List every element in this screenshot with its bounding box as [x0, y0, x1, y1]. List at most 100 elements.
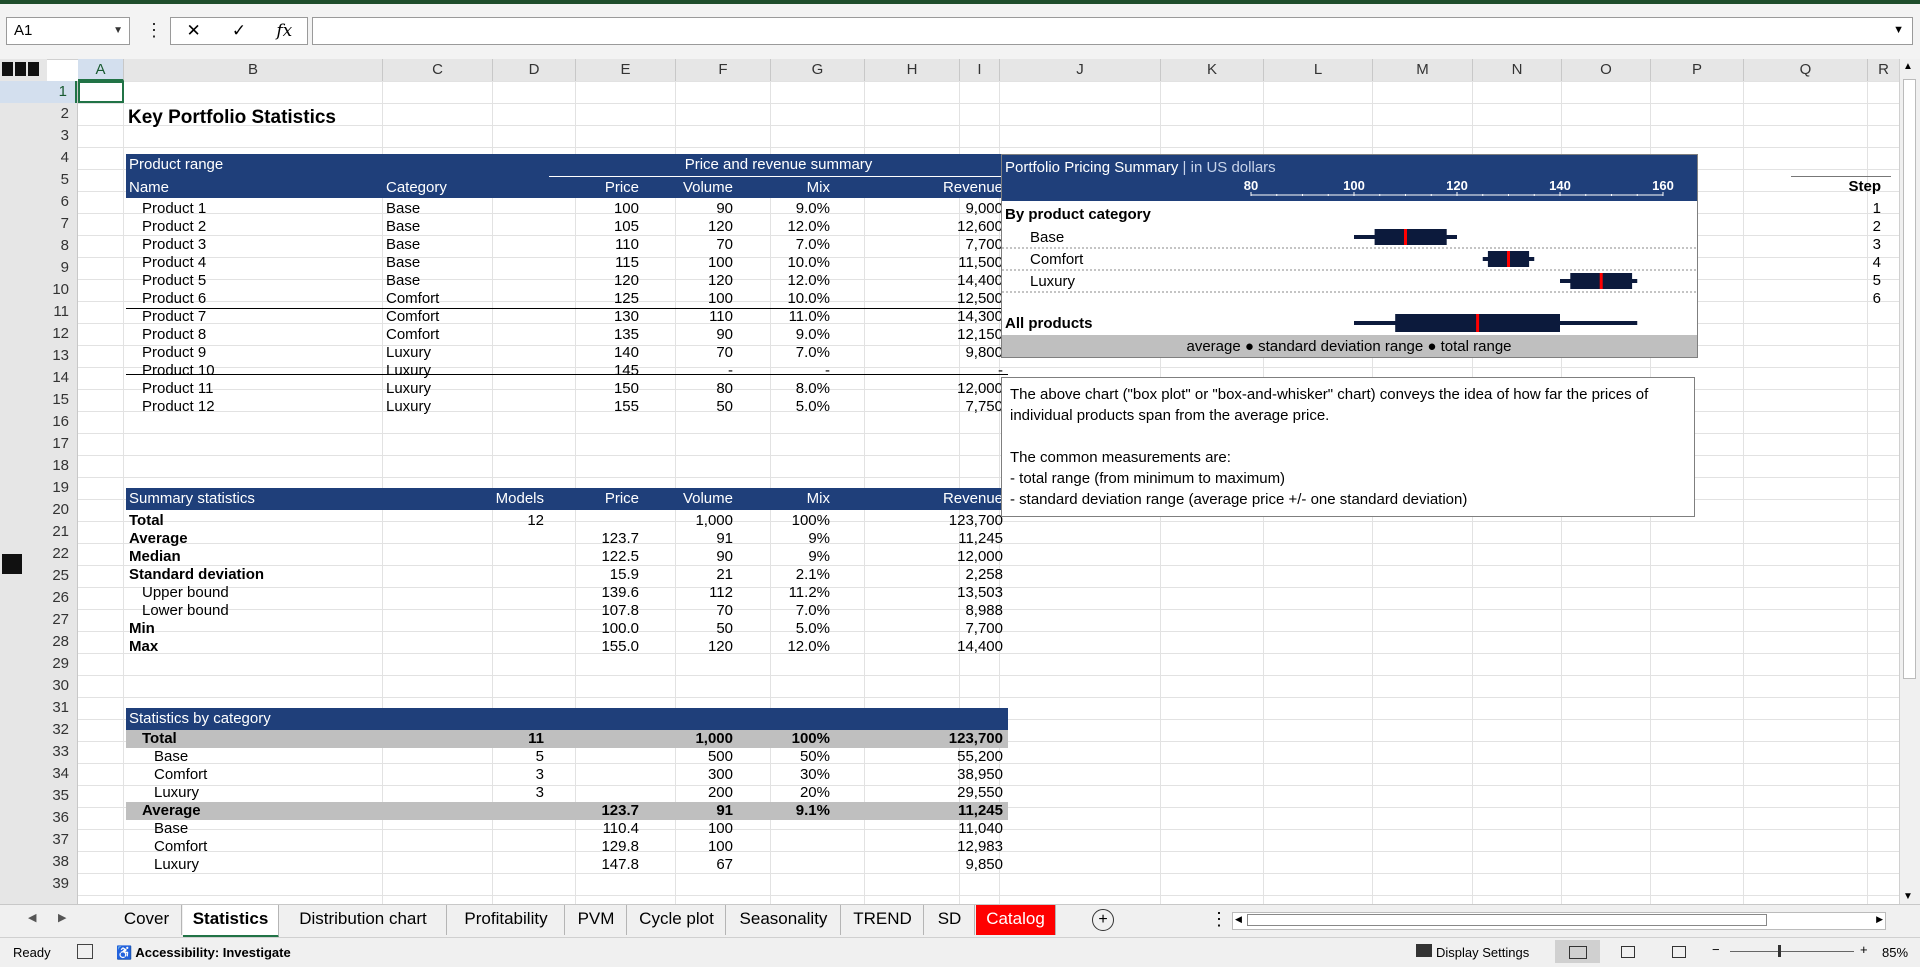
- enter-icon[interactable]: ✓: [231, 21, 247, 40]
- row-header-32[interactable]: 32: [52, 721, 69, 738]
- column-header-q[interactable]: Q: [1744, 59, 1868, 81]
- column-header-d[interactable]: D: [493, 59, 576, 81]
- scroll-right-icon[interactable]: ▶: [1876, 914, 1883, 924]
- page-layout-icon[interactable]: [1621, 946, 1635, 958]
- accessibility-status[interactable]: ♿ Accessibility: Investigate: [116, 945, 291, 961]
- zoom-slider[interactable]: [1730, 951, 1854, 952]
- active-cell[interactable]: [78, 81, 124, 103]
- row-header-31[interactable]: 31: [52, 699, 69, 716]
- tab-trend[interactable]: TREND: [842, 905, 924, 935]
- tab-seasonality[interactable]: Seasonality: [727, 905, 841, 935]
- row-header-22[interactable]: 22: [52, 545, 69, 562]
- horizontal-scrollbar[interactable]: ◀ ▶: [1232, 912, 1886, 930]
- row-header-34[interactable]: 34: [52, 765, 69, 782]
- row-header-17[interactable]: 17: [52, 435, 69, 452]
- formula-input[interactable]: ▼: [312, 17, 1913, 45]
- vertical-scroll-thumb[interactable]: [1903, 79, 1916, 679]
- add-sheet-icon[interactable]: +: [1092, 909, 1114, 931]
- horizontal-scroll-thumb[interactable]: [1247, 914, 1767, 926]
- row-header-39[interactable]: 39: [52, 875, 69, 892]
- row-header-1[interactable]: 1: [0, 81, 77, 103]
- row-header-33[interactable]: 33: [52, 743, 69, 760]
- row-header-15[interactable]: 15: [52, 391, 69, 408]
- row-header-14[interactable]: 14: [52, 369, 69, 386]
- scroll-up-icon[interactable]: ▲: [1903, 61, 1913, 72]
- tab-catalog[interactable]: Catalog: [976, 905, 1056, 935]
- next-sheet-icon[interactable]: ▶: [58, 912, 67, 924]
- tab-cycle-plot[interactable]: Cycle plot: [628, 905, 726, 935]
- column-header-f[interactable]: F: [676, 59, 771, 81]
- select-all-corner[interactable]: [0, 59, 47, 81]
- column-header-b[interactable]: B: [124, 59, 383, 81]
- more-options-icon[interactable]: ⋮: [145, 20, 163, 40]
- tab-profitability[interactable]: Profitability: [448, 905, 565, 935]
- zoom-level[interactable]: 85%: [1882, 945, 1909, 960]
- expand-formula-icon[interactable]: ▼: [1893, 24, 1904, 36]
- tab-statistics[interactable]: Statistics: [183, 905, 279, 938]
- row-header-6[interactable]: 6: [60, 193, 69, 210]
- row-header-10[interactable]: 10: [52, 281, 69, 298]
- cancel-icon[interactable]: ✕: [186, 21, 201, 40]
- row-header-19[interactable]: 19: [52, 479, 69, 496]
- row-header-35[interactable]: 35: [52, 787, 69, 804]
- row-header-7[interactable]: 7: [60, 215, 69, 232]
- display-settings-icon[interactable]: [1416, 944, 1432, 957]
- row-header-12[interactable]: 12: [52, 325, 69, 342]
- previous-sheet-icon[interactable]: ◀: [28, 912, 37, 924]
- row-header-29[interactable]: 29: [52, 655, 69, 672]
- scroll-down-icon[interactable]: ▼: [1903, 891, 1913, 902]
- tab-split-handle-icon[interactable]: ⋮: [1210, 909, 1228, 929]
- column-header-c[interactable]: C: [383, 59, 493, 81]
- box-plot-chart[interactable]: Portfolio Pricing Summary | in US dollar…: [1001, 154, 1698, 358]
- zoom-slider-thumb[interactable]: [1778, 945, 1781, 957]
- worksheet-grid[interactable]: Key Portfolio Statistics Product range P…: [78, 81, 1900, 904]
- row-header-20[interactable]: 20: [52, 501, 69, 518]
- row-header-9[interactable]: 9: [60, 259, 69, 276]
- tab-distribution-chart[interactable]: Distribution chart: [280, 905, 447, 935]
- row-header-28[interactable]: 28: [52, 633, 69, 650]
- column-header-m[interactable]: M: [1373, 59, 1473, 81]
- tab-cover[interactable]: Cover: [112, 905, 182, 935]
- column-header-o[interactable]: O: [1562, 59, 1651, 81]
- outline-level-icon[interactable]: [2, 62, 13, 76]
- scroll-left-icon[interactable]: ◀: [1235, 914, 1242, 924]
- row-header-25[interactable]: 25: [52, 567, 69, 584]
- macro-record-icon[interactable]: [77, 944, 93, 959]
- name-box[interactable]: A1 ▼: [6, 17, 130, 45]
- column-header-h[interactable]: H: [865, 59, 960, 81]
- row-header-2[interactable]: 2: [60, 105, 69, 122]
- column-header-l[interactable]: L: [1264, 59, 1373, 81]
- row-header-11[interactable]: 11: [53, 303, 69, 320]
- row-header-38[interactable]: 38: [52, 853, 69, 870]
- row-header-26[interactable]: 26: [52, 589, 69, 606]
- row-header-8[interactable]: 8: [60, 237, 69, 254]
- column-header-e[interactable]: E: [576, 59, 676, 81]
- row-header-36[interactable]: 36: [52, 809, 69, 826]
- insert-function-icon[interactable]: fx: [276, 21, 293, 41]
- zoom-in-icon[interactable]: +: [1860, 942, 1868, 957]
- row-header-37[interactable]: 37: [52, 831, 69, 848]
- row-header-5[interactable]: 5: [60, 171, 69, 188]
- explanation-textbox[interactable]: The above chart ("box plot" or "box-and-…: [1001, 377, 1695, 517]
- page-break-preview-icon[interactable]: [1672, 946, 1686, 958]
- group-collapse-icon[interactable]: [2, 554, 22, 574]
- column-header-p[interactable]: P: [1651, 59, 1744, 81]
- row-header-30[interactable]: 30: [52, 677, 69, 694]
- chevron-down-icon[interactable]: ▼: [113, 25, 123, 36]
- tab-sd[interactable]: SD: [925, 905, 975, 935]
- normal-view-button[interactable]: [1555, 940, 1600, 963]
- column-header-j[interactable]: J: [1000, 59, 1161, 81]
- vertical-scrollbar[interactable]: ▲ ▼: [1899, 59, 1920, 904]
- column-header-n[interactable]: N: [1473, 59, 1562, 81]
- row-header-21[interactable]: 21: [52, 523, 69, 540]
- column-header-k[interactable]: K: [1161, 59, 1264, 81]
- row-header-18[interactable]: 18: [52, 457, 69, 474]
- display-settings-button[interactable]: Display Settings: [1436, 945, 1530, 960]
- column-header-g[interactable]: G: [771, 59, 865, 81]
- row-header-16[interactable]: 16: [52, 413, 69, 430]
- column-header-a[interactable]: A: [78, 59, 124, 81]
- outline-level-icon[interactable]: [28, 62, 39, 76]
- column-header-r[interactable]: R: [1868, 59, 1900, 81]
- row-header-13[interactable]: 13: [52, 347, 69, 364]
- tab-pvm[interactable]: PVM: [566, 905, 627, 935]
